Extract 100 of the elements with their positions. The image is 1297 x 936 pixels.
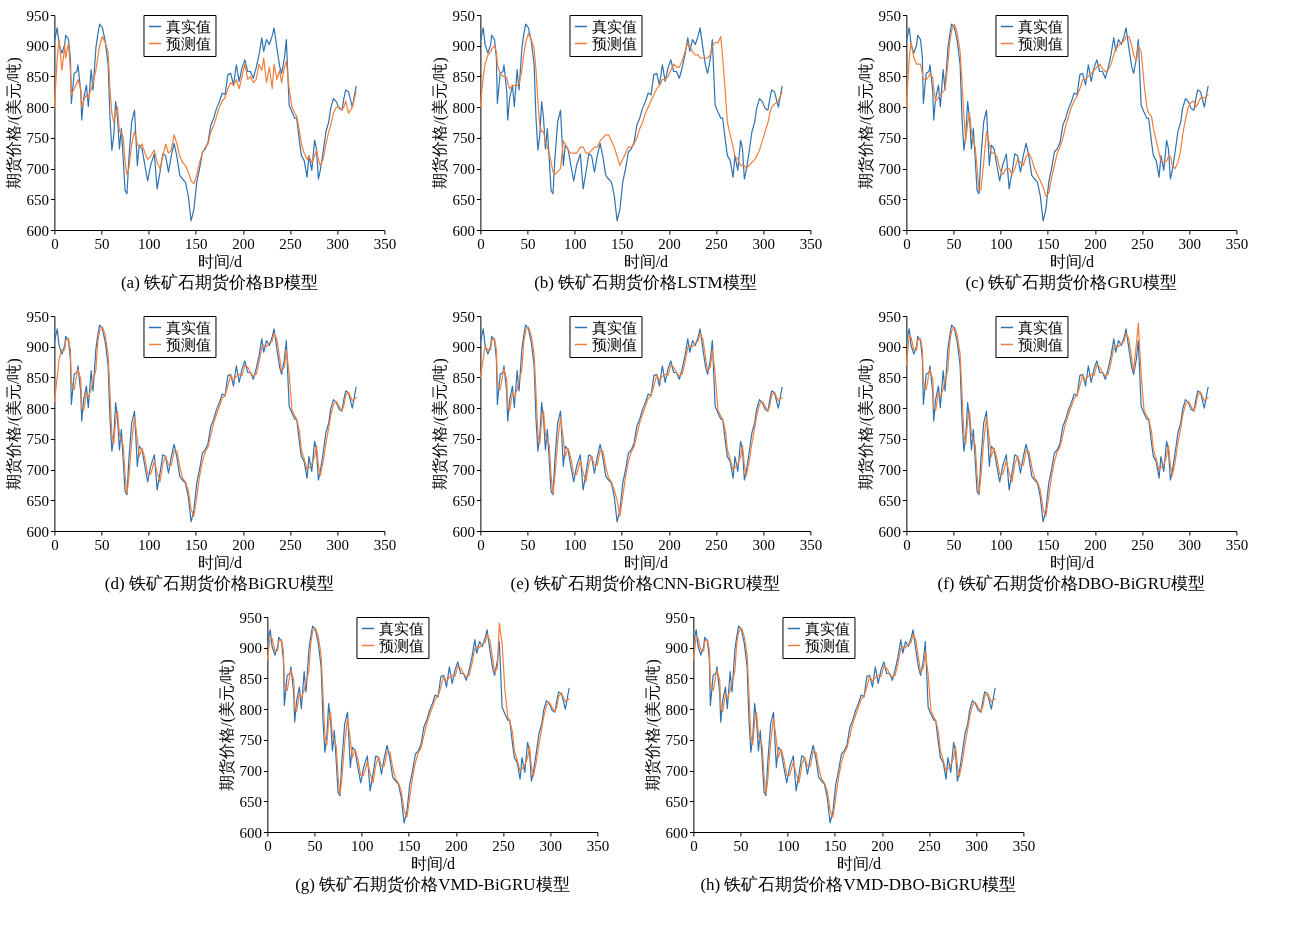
x-tick-label: 150 bbox=[824, 837, 847, 854]
y-axis-title: 期货价格/(美元/吨) bbox=[5, 57, 24, 189]
y-axis-title: 期货价格/(美元/吨) bbox=[644, 659, 663, 791]
y-tick-label: 600 bbox=[452, 222, 475, 239]
y-tick-label: 750 bbox=[878, 130, 901, 147]
y-tick-label: 900 bbox=[665, 640, 688, 657]
line-series bbox=[53, 35, 357, 185]
y-tick-label: 850 bbox=[26, 68, 49, 85]
x-tick-label: 300 bbox=[1178, 536, 1201, 553]
x-tick-label: 100 bbox=[137, 235, 161, 252]
x-tick-label: 250 bbox=[918, 837, 941, 854]
y-axis-title: 期货价格/(美元/吨) bbox=[857, 57, 876, 189]
x-axis-title: 时间/d bbox=[836, 854, 882, 872]
x-tick-label: 100 bbox=[989, 235, 1013, 252]
x-tick-label: 300 bbox=[752, 536, 775, 553]
y-tick-label: 650 bbox=[26, 492, 49, 509]
x-tick-label: 0 bbox=[903, 536, 911, 553]
x-tick-label: 50 bbox=[520, 235, 536, 252]
x-tick-label: 0 bbox=[690, 837, 698, 854]
y-tick-label: 650 bbox=[239, 793, 262, 810]
text: (a) 铁矿石期货价格BP模型 bbox=[120, 273, 318, 292]
y-tick-label: 950 bbox=[452, 308, 475, 325]
y-tick-label: 900 bbox=[26, 38, 49, 55]
x-tick-label: 200 bbox=[658, 235, 681, 252]
x-tick-label: 300 bbox=[752, 235, 775, 252]
legend-label: 真实值 bbox=[1018, 18, 1064, 35]
y-tick-label: 950 bbox=[665, 609, 688, 626]
x-tick-label: 50 bbox=[946, 536, 962, 553]
y-axis-title: 期货价格/(美元/吨) bbox=[5, 358, 24, 490]
x-tick-label: 0 bbox=[51, 536, 59, 553]
y-tick-label: 950 bbox=[239, 609, 262, 626]
x-tick-label: 250 bbox=[705, 536, 728, 553]
y-tick-label: 900 bbox=[239, 640, 262, 657]
x-tick-label: 350 bbox=[1012, 837, 1036, 854]
y-tick-label: 950 bbox=[878, 7, 901, 24]
x-axis-title: 时间/d bbox=[623, 553, 669, 571]
x-axis-title: 时间/d bbox=[1049, 252, 1095, 270]
legend-label: 预测值 bbox=[805, 637, 851, 654]
y-tick-label: 850 bbox=[452, 68, 475, 85]
legend-label: 真实值 bbox=[805, 620, 851, 637]
legend-label: 预测值 bbox=[166, 35, 212, 52]
y-tick-label: 800 bbox=[452, 99, 475, 116]
x-tick-label: 300 bbox=[1178, 235, 1201, 252]
x-tick-label: 150 bbox=[398, 837, 421, 854]
x-tick-label: 0 bbox=[51, 235, 59, 252]
text: (d) 铁矿石期货价格BiGRU模型 bbox=[104, 574, 334, 593]
y-tick-label: 850 bbox=[665, 670, 688, 687]
x-tick-label: 250 bbox=[1131, 536, 1154, 553]
y-tick-label: 750 bbox=[878, 431, 901, 448]
text: (f) 铁矿石期货价格DBO-BiGRU模型 bbox=[937, 574, 1206, 593]
y-tick-label: 900 bbox=[452, 339, 475, 356]
y-axis-title: 期货价格/(美元/吨) bbox=[857, 358, 876, 490]
legend-label: 预测值 bbox=[379, 637, 425, 654]
x-tick-label: 150 bbox=[1037, 536, 1060, 553]
y-tick-label: 650 bbox=[665, 793, 688, 810]
x-tick-label: 350 bbox=[373, 536, 397, 553]
x-tick-label: 200 bbox=[871, 837, 894, 854]
y-tick-label: 800 bbox=[26, 99, 49, 116]
x-tick-label: 350 bbox=[799, 235, 823, 252]
x-tick-label: 300 bbox=[326, 536, 349, 553]
y-tick-label: 600 bbox=[26, 523, 49, 540]
y-axis-title: 期货价格/(美元/吨) bbox=[218, 659, 237, 791]
y-tick-label: 700 bbox=[878, 161, 901, 178]
y-tick-label: 750 bbox=[452, 431, 475, 448]
legend-label: 真实值 bbox=[592, 319, 638, 336]
y-tick-label: 750 bbox=[26, 130, 49, 147]
legend-label: 真实值 bbox=[166, 319, 212, 336]
y-tick-label: 700 bbox=[239, 763, 262, 780]
x-tick-label: 50 bbox=[733, 837, 749, 854]
text: (b) 铁矿石期货价格LSTM模型 bbox=[534, 273, 757, 292]
y-tick-label: 700 bbox=[26, 161, 49, 178]
y-tick-label: 750 bbox=[26, 431, 49, 448]
y-axis-title: 期货价格/(美元/吨) bbox=[431, 57, 450, 189]
y-tick-label: 800 bbox=[665, 701, 688, 718]
x-tick-label: 150 bbox=[611, 235, 634, 252]
y-tick-label: 900 bbox=[26, 339, 49, 356]
x-tick-label: 250 bbox=[279, 235, 302, 252]
x-tick-label: 150 bbox=[1037, 235, 1060, 252]
y-tick-label: 750 bbox=[239, 732, 262, 749]
x-tick-label: 100 bbox=[350, 837, 374, 854]
y-tick-label: 700 bbox=[26, 462, 49, 479]
text: (h) 铁矿石期货价格VMD-DBO-BiGRU模型 bbox=[700, 875, 1017, 894]
y-tick-label: 650 bbox=[452, 492, 475, 509]
x-tick-label: 100 bbox=[563, 235, 587, 252]
y-tick-label: 650 bbox=[878, 492, 901, 509]
y-tick-label: 750 bbox=[665, 732, 688, 749]
y-tick-label: 650 bbox=[26, 191, 49, 208]
x-tick-label: 100 bbox=[776, 837, 800, 854]
y-tick-label: 700 bbox=[452, 462, 475, 479]
x-tick-label: 200 bbox=[658, 536, 681, 553]
x-tick-label: 0 bbox=[264, 837, 272, 854]
legend-label: 真实值 bbox=[1018, 319, 1064, 336]
legend-label: 预测值 bbox=[592, 35, 638, 52]
x-axis-title: 时间/d bbox=[410, 854, 456, 872]
y-tick-label: 850 bbox=[239, 670, 262, 687]
x-tick-label: 150 bbox=[185, 235, 208, 252]
y-tick-label: 750 bbox=[452, 130, 475, 147]
x-tick-label: 200 bbox=[445, 837, 468, 854]
x-tick-label: 0 bbox=[903, 235, 911, 252]
x-tick-label: 0 bbox=[477, 235, 485, 252]
